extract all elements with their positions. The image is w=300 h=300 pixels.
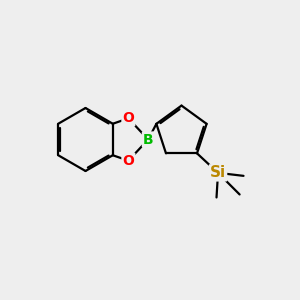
Text: B: B	[143, 133, 154, 146]
Text: O: O	[122, 111, 134, 125]
Text: Si: Si	[210, 165, 226, 180]
Text: O: O	[122, 154, 134, 168]
